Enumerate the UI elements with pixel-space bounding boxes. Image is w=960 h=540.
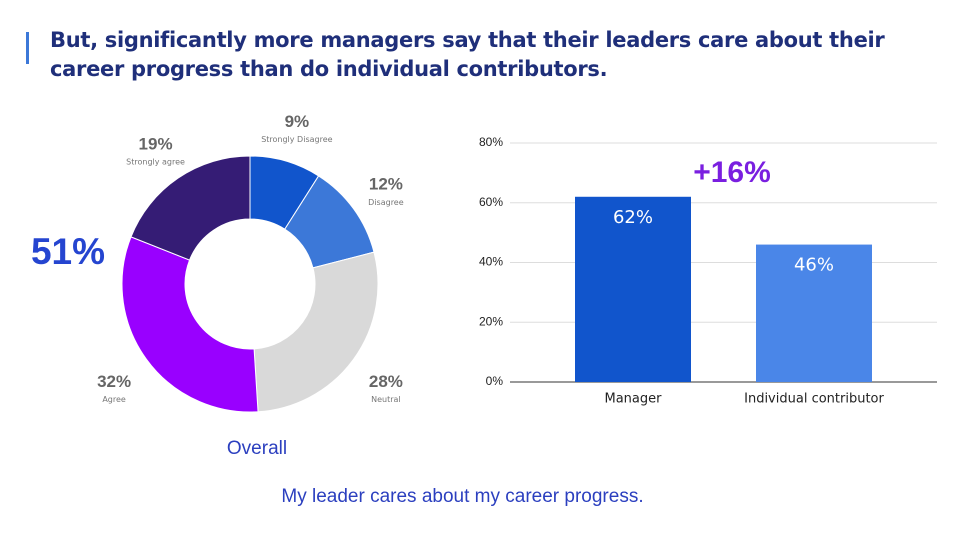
y-tick-label: 40%: [479, 255, 503, 269]
bar: [575, 196, 691, 382]
y-tick-label: 0%: [486, 374, 504, 388]
y-tick-label: 80%: [479, 135, 503, 149]
donut-segment: [121, 236, 259, 413]
segment-category-label: Strongly agree: [126, 158, 185, 167]
bar-value-label: 62%: [613, 207, 653, 228]
donut-segment: [253, 251, 379, 413]
segment-value-label: 32%: [97, 372, 131, 391]
slide-title: But, significantly more managers say tha…: [50, 28, 885, 81]
bar-annotation: +16%: [693, 156, 771, 189]
x-tick-label: Individual contributor: [744, 392, 884, 407]
segment-category-label: Agree: [102, 395, 126, 404]
y-tick-label: 20%: [479, 314, 503, 328]
segment-value-label: 19%: [139, 135, 173, 154]
segment-value-label: 12%: [369, 175, 403, 194]
segment-category-label: Neutral: [371, 395, 401, 404]
x-tick-label: Manager: [605, 392, 663, 407]
segment-value-label: 28%: [369, 372, 403, 391]
donut-subtitle: Overall: [227, 438, 287, 459]
donut-annotation: 51%: [31, 231, 105, 272]
segment-category-label: Disagree: [368, 198, 404, 207]
segment-category-label: Strongly Disagree: [261, 135, 332, 144]
caption: My leader cares about my career progress…: [281, 486, 644, 507]
donut-segment: [130, 155, 251, 261]
bar: [756, 244, 872, 382]
y-tick-label: 60%: [479, 195, 503, 209]
bar-value-label: 46%: [794, 255, 834, 276]
segment-value-label: 9%: [285, 112, 310, 131]
title-accent: [26, 32, 29, 64]
